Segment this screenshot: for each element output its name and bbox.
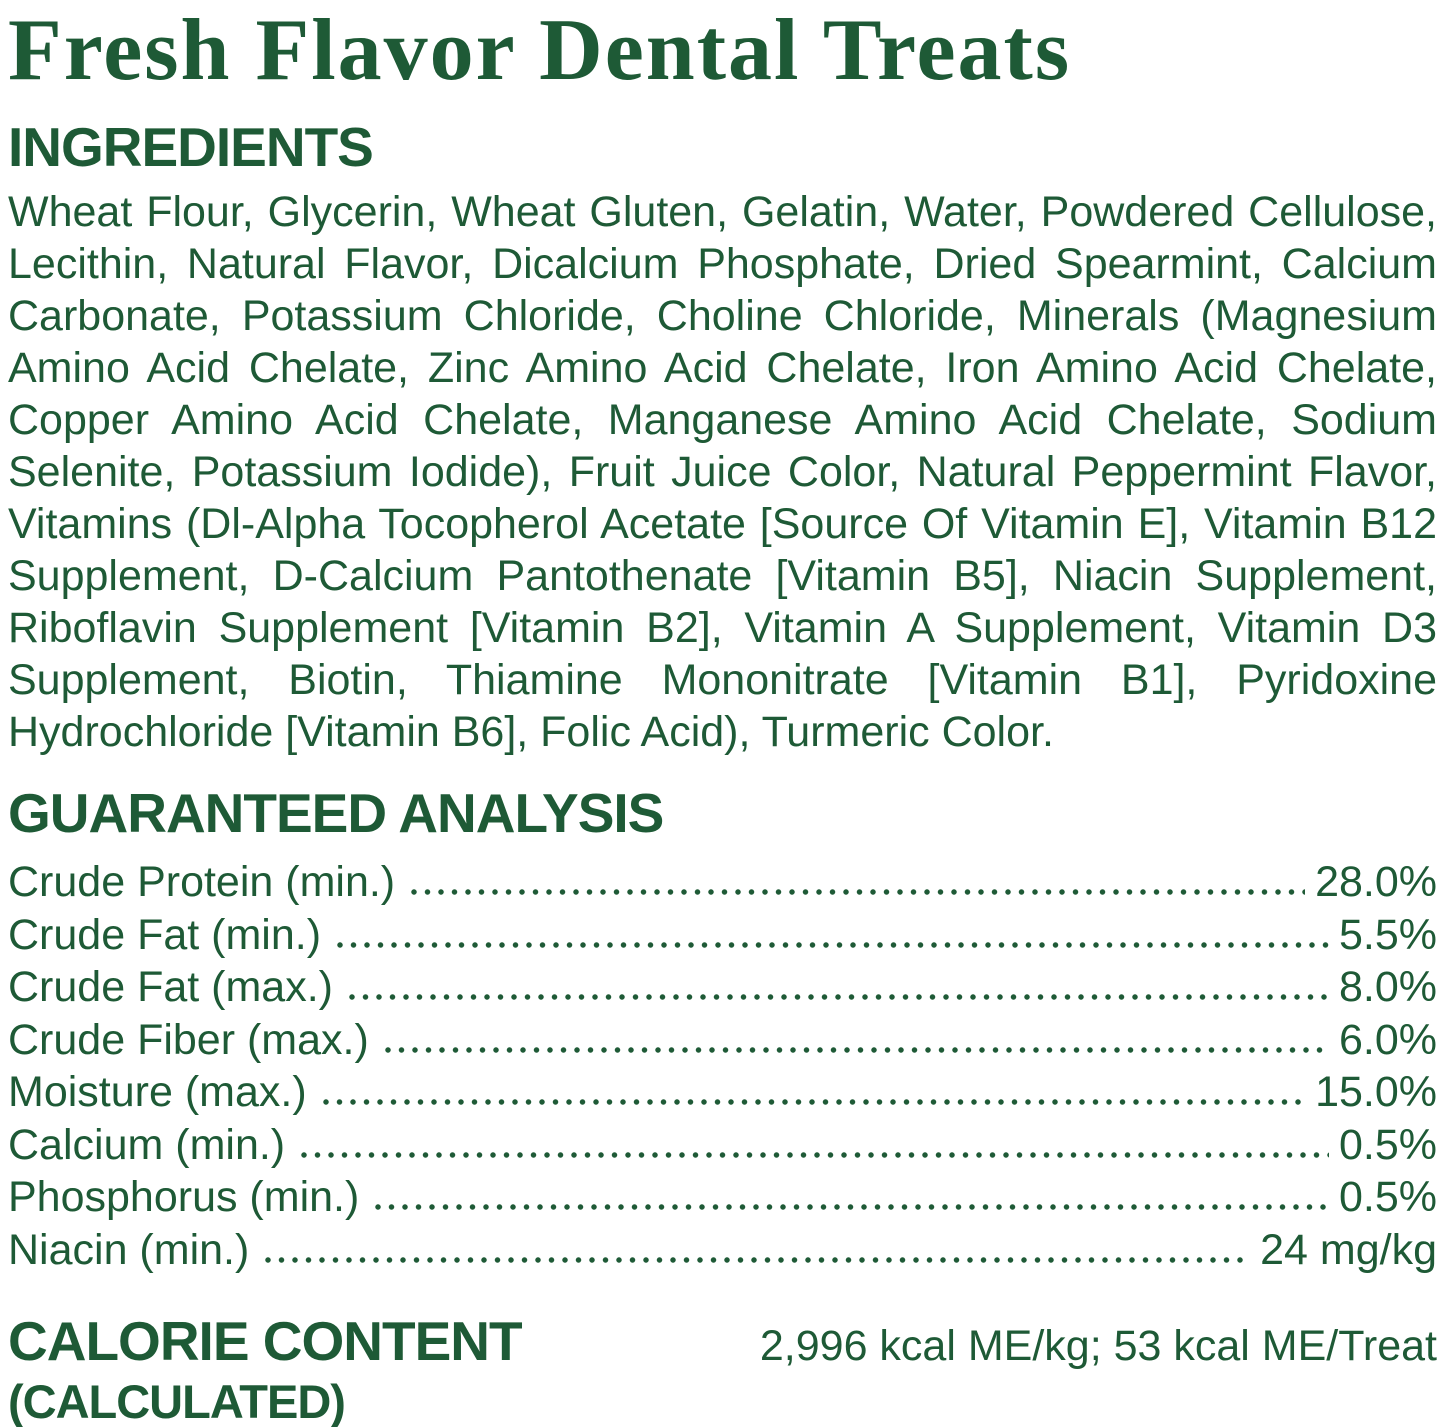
analysis-row-moisture-max: Moisture (max.) 15.0% bbox=[8, 1066, 1437, 1119]
guaranteed-analysis-table: Crude Protein (min.) 28.0% Crude Fat (mi… bbox=[8, 856, 1437, 1276]
calorie-content-heading: CALORIE CONTENT bbox=[8, 1310, 523, 1372]
dot-leader bbox=[384, 1045, 1329, 1054]
analysis-row-niacin-min: Niacin (min.) 24 mg/kg bbox=[8, 1224, 1437, 1277]
analysis-label: Phosphorus (min.) bbox=[8, 1173, 360, 1221]
ingredients-heading: INGREDIENTS bbox=[8, 116, 374, 178]
dot-leader bbox=[348, 993, 1329, 1001]
dot-leader bbox=[322, 1098, 1306, 1106]
calorie-content-value: 2,996 kcal ME/kg; 53 kcal ME/Treat bbox=[759, 1322, 1437, 1370]
analysis-value: 6.0% bbox=[1338, 1015, 1437, 1064]
calorie-calculated-subheading: (CALCULATED) bbox=[8, 1375, 346, 1427]
analysis-label: Crude Fat (max.) bbox=[8, 963, 333, 1011]
dot-leader bbox=[337, 940, 1329, 949]
analysis-value: 24 mg/kg bbox=[1260, 1225, 1437, 1274]
dot-leader bbox=[265, 1255, 1251, 1264]
calorie-content-section: CALORIE CONTENT (CALCULATED) 2,996 kcal … bbox=[8, 1310, 1437, 1427]
analysis-value: 0.5% bbox=[1338, 1173, 1437, 1221]
guaranteed-analysis-heading: GUARANTEED ANALYSIS bbox=[8, 782, 664, 844]
analysis-label: Moisture (max.) bbox=[8, 1068, 307, 1116]
product-title: Fresh Flavor Dental Treats bbox=[8, 2, 1072, 99]
analysis-row-crude-protein-min: Crude Protein (min.) 28.0% bbox=[8, 856, 1437, 909]
analysis-row-calcium-min: Calcium (min.) 0.5% bbox=[8, 1119, 1437, 1172]
dot-leader bbox=[301, 1150, 1329, 1159]
ingredients-text: Wheat Flour, Glycerin, Wheat Gluten, Gel… bbox=[8, 188, 1437, 756]
calorie-headings: CALORIE CONTENT (CALCULATED) bbox=[8, 1310, 523, 1427]
dot-leader bbox=[375, 1203, 1329, 1211]
analysis-label: Crude Fiber (max.) bbox=[8, 1015, 369, 1064]
analysis-value: 5.5% bbox=[1338, 910, 1437, 959]
analysis-row-crude-fat-min: Crude Fat (min.) 5.5% bbox=[8, 909, 1437, 962]
analysis-value: 28.0% bbox=[1315, 858, 1437, 906]
analysis-row-crude-fat-max: Crude Fat (max.) 8.0% bbox=[8, 961, 1437, 1014]
analysis-label: Crude Protein (min.) bbox=[8, 858, 396, 906]
dot-leader bbox=[411, 888, 1306, 896]
analysis-value: 0.5% bbox=[1338, 1120, 1437, 1169]
analysis-row-phosphorus-min: Phosphorus (min.) 0.5% bbox=[8, 1171, 1437, 1224]
analysis-label: Crude Fat (min.) bbox=[8, 910, 322, 959]
analysis-row-crude-fiber-max: Crude Fiber (max.) 6.0% bbox=[8, 1014, 1437, 1067]
analysis-label: Niacin (min.) bbox=[8, 1225, 250, 1274]
analysis-value: 8.0% bbox=[1338, 963, 1437, 1011]
analysis-label: Calcium (min.) bbox=[8, 1120, 286, 1169]
analysis-value: 15.0% bbox=[1315, 1068, 1437, 1116]
